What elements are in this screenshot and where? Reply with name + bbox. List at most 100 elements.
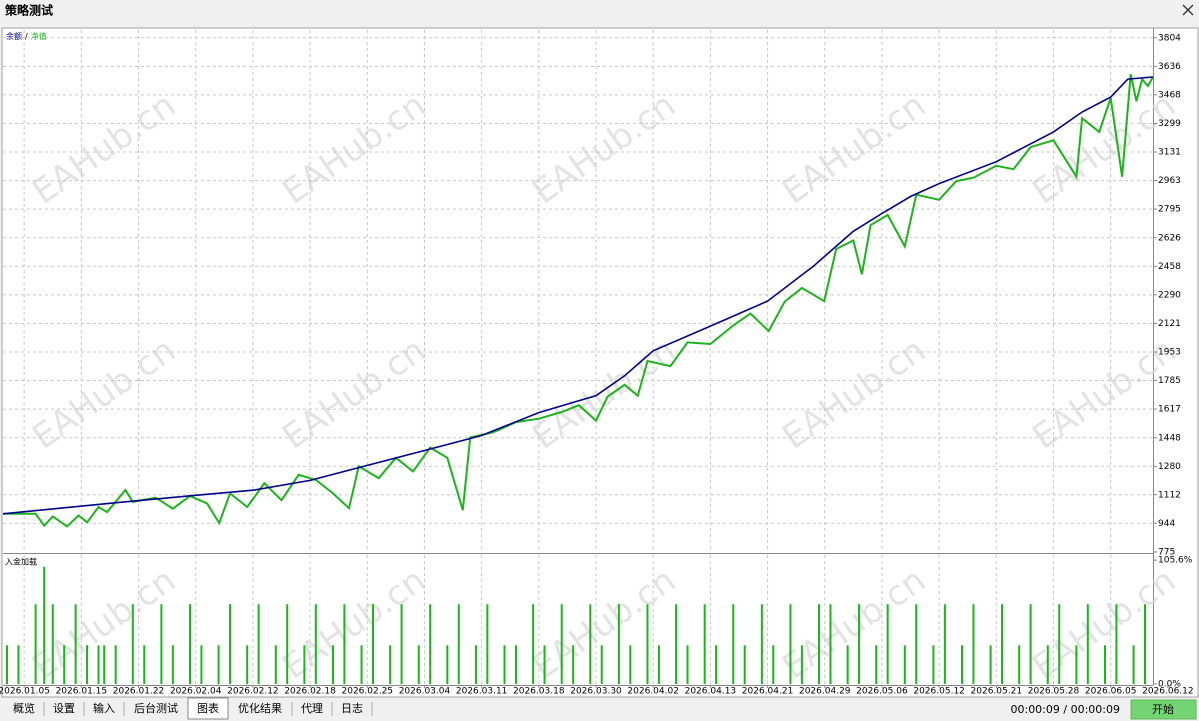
bar — [114, 645, 117, 684]
bar — [1058, 604, 1061, 684]
bar — [217, 645, 220, 684]
bar — [417, 645, 420, 684]
bar — [503, 645, 506, 684]
bar — [875, 645, 878, 684]
bar — [360, 645, 363, 684]
bar — [657, 645, 660, 684]
x-tick-label: 2026.01.15 — [56, 687, 108, 697]
timer: 00:00:09 / 00:00:09 — [1010, 703, 1120, 716]
y-tick-label: 2626 — [1158, 233, 1181, 243]
bar — [772, 645, 775, 684]
bar — [675, 604, 678, 684]
bar — [903, 645, 906, 684]
bar — [858, 604, 861, 684]
bar — [943, 604, 946, 684]
bar — [474, 645, 477, 684]
bar — [143, 645, 146, 684]
bar — [160, 604, 163, 684]
bar — [63, 645, 66, 684]
y-tick-label: 1953 — [1158, 348, 1181, 358]
tab[interactable]: 输入 — [93, 701, 115, 715]
tab[interactable]: 代理 — [301, 702, 323, 715]
series-line — [3, 73, 1154, 528]
y-tick-label: 3804 — [1158, 33, 1181, 43]
bar — [543, 645, 546, 684]
window-title: 策略测试 — [5, 3, 53, 18]
bar — [246, 645, 249, 684]
bar — [389, 645, 392, 684]
x-tick-label: 2026.04.29 — [799, 687, 851, 697]
bar — [371, 604, 374, 684]
active-tab — [187, 697, 229, 720]
bar — [6, 645, 9, 684]
x-tick-label: 2026.03.30 — [570, 687, 622, 697]
x-tick-label: 2026.05.28 — [1028, 687, 1080, 697]
bar — [989, 645, 992, 684]
bar — [646, 604, 649, 684]
bar — [131, 604, 134, 684]
bar — [200, 645, 203, 684]
y-tick-label: 775 — [1158, 548, 1175, 558]
bar — [486, 604, 489, 684]
bar — [457, 604, 460, 684]
close-button[interactable] — [1182, 4, 1194, 16]
y-tick-label: 3131 — [1158, 148, 1181, 158]
bar — [314, 604, 317, 684]
bar — [589, 604, 592, 684]
start-button[interactable]: 开始 — [1152, 702, 1174, 716]
tab[interactable]: 概览 — [13, 701, 35, 715]
bar — [17, 645, 20, 684]
legend-entry: 净值 — [31, 31, 47, 41]
x-tick-label: 2026.04.21 — [742, 687, 794, 697]
bar — [1018, 645, 1021, 684]
bar — [171, 645, 174, 684]
legend-separator: / — [25, 32, 28, 41]
tab[interactable]: 设置 — [53, 702, 75, 715]
bar — [617, 604, 620, 684]
legend: 余额 / 净值 — [6, 31, 47, 41]
y-tick-label: 2458 — [1158, 262, 1181, 272]
bar — [732, 604, 735, 684]
bar — [961, 645, 964, 684]
bar — [600, 645, 603, 684]
x-tick-label: 2026.02.04 — [170, 687, 222, 697]
bar — [686, 645, 689, 684]
bar — [915, 604, 918, 684]
bar — [74, 604, 77, 684]
y-tick-label: 2963 — [1158, 176, 1181, 186]
tab-strip — [0, 698, 1199, 721]
bar — [1029, 604, 1032, 684]
x-tick-label: 2026.06.12 — [1142, 687, 1194, 697]
bar — [51, 604, 54, 684]
tab-bar: 概览 设置 输入 后台测试 图表 优化结果 代理 日志 00:00:09 / 00:00:09 开… — [0, 697, 1199, 721]
bar — [331, 645, 334, 684]
bar — [86, 645, 89, 684]
y-tick-label: 3299 — [1158, 119, 1181, 129]
bar — [43, 566, 46, 684]
x-tick-label: 2026.03.11 — [456, 687, 508, 697]
bar — [274, 645, 277, 684]
tab[interactable]: 后台测试 — [134, 701, 178, 715]
tab[interactable]: 优化结果 — [238, 701, 282, 715]
x-tick-label: 2026.03.18 — [513, 687, 565, 697]
y-tick-label: 1448 — [1158, 433, 1181, 443]
y-tick-label: 3468 — [1158, 90, 1181, 100]
y-tick-label: 0.0% — [1158, 680, 1181, 690]
tab[interactable]: 日志 — [341, 702, 363, 715]
y-tick-label: 1112 — [1158, 490, 1181, 500]
panel-title: 入金加载 — [5, 557, 37, 567]
y-tick-label: 2290 — [1158, 290, 1181, 300]
bar — [303, 645, 306, 684]
bar — [703, 604, 706, 684]
bar — [1143, 604, 1146, 684]
bar — [257, 604, 260, 684]
x-tick-label: 2026.03.04 — [399, 687, 451, 697]
bar — [1132, 645, 1135, 684]
bar — [886, 604, 889, 684]
bar — [1046, 645, 1049, 684]
tab[interactable]: 图表 — [197, 701, 219, 715]
bar — [818, 604, 821, 684]
start-button-bg[interactable] — [1130, 699, 1197, 720]
x-tick-label: 2026.01.22 — [113, 687, 165, 697]
